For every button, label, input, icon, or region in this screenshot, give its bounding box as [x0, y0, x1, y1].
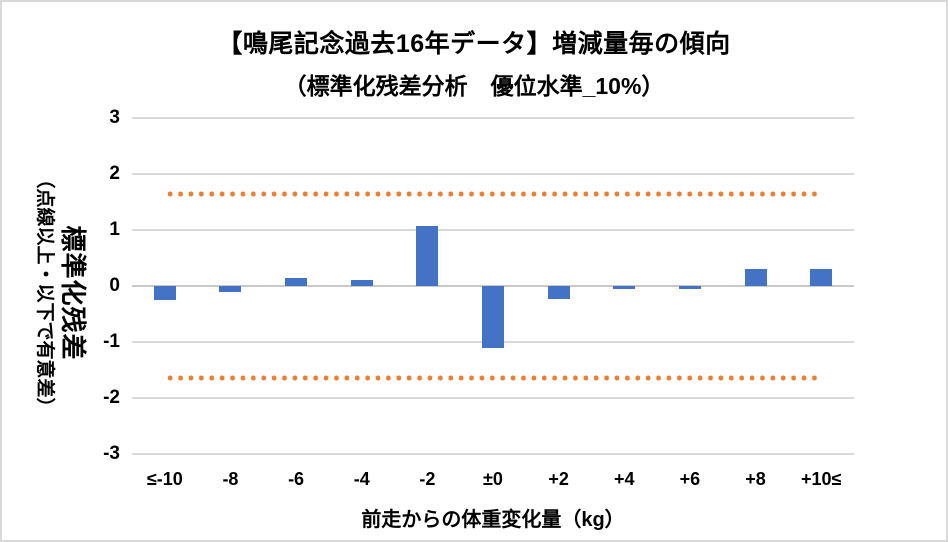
x-tick-label: +10≤: [800, 469, 842, 489]
gridline: [132, 397, 854, 399]
x-axis-title: 前走からの体重変化量（kg）: [361, 509, 625, 531]
x-tick-label: ≤-10: [146, 469, 183, 489]
bar-±0: [482, 286, 504, 348]
bar--6: [285, 278, 308, 286]
x-tick-label: +6: [679, 469, 701, 489]
gridline: [132, 173, 854, 175]
gridline: [132, 229, 854, 231]
y-tick-label: 3: [109, 107, 120, 128]
chart-title: 【鳴尾記念過去16年データ】増減量毎の傾向: [217, 30, 731, 58]
bar--2: [416, 225, 439, 286]
y-tick-label: -2: [103, 387, 120, 408]
x-tick-label: -2: [419, 469, 436, 489]
x-tick-label: +8: [745, 469, 766, 489]
x-tick-label: -4: [353, 469, 370, 489]
bar-+10≤: [810, 269, 833, 286]
y-tick-label: 0: [109, 275, 120, 296]
bar-+4: [613, 286, 636, 290]
bar--4: [350, 280, 373, 286]
gridline: [132, 453, 854, 455]
y-tick-label: 1: [109, 219, 120, 240]
x-tick-label: ±0: [483, 469, 503, 489]
significance-line-upper: [164, 190, 822, 197]
bar--8: [219, 286, 242, 293]
x-tick-label: +4: [614, 469, 635, 489]
bar-+6: [678, 286, 701, 290]
bar-+2: [547, 286, 570, 300]
chart-subtitle: （標準化残差分析 優位水準_10%）: [283, 73, 665, 99]
significance-line-lower: [164, 375, 822, 382]
x-tick-label: +2: [548, 469, 569, 489]
y-tick-label: -1: [103, 331, 120, 352]
y-tick-label: 2: [109, 163, 120, 184]
gridline: [132, 117, 854, 119]
x-tick-label: -6: [288, 469, 305, 489]
x-tick-label: -8: [222, 469, 239, 489]
plot-area: [132, 117, 854, 455]
y-axis-title-sub: （点線以上・以下で有意差）: [34, 169, 55, 417]
y-tick-label: -3: [103, 443, 120, 464]
bar-+8: [744, 269, 767, 286]
bar-≤-10: [153, 286, 176, 300]
